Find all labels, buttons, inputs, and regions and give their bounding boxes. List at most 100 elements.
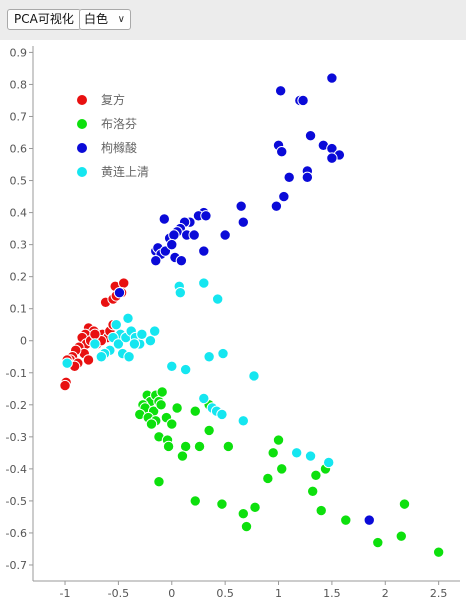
data-point-series-3 (122, 312, 134, 325)
legend-marker-2 (77, 143, 87, 153)
data-point-series-2 (200, 210, 212, 222)
data-point-series-2 (158, 213, 171, 225)
y-tick-label: -0.6 (6, 527, 27, 540)
data-point-series-2 (283, 171, 295, 184)
data-point-series-2 (326, 152, 338, 164)
data-point-series-1 (203, 424, 215, 437)
data-point-series-3 (237, 415, 249, 427)
data-point-series-1 (189, 495, 201, 507)
legend-label-1: 布洛芬 (101, 116, 137, 131)
data-point-series-2 (301, 171, 314, 184)
data-point-series-1 (395, 530, 407, 542)
data-point-series-1 (145, 418, 158, 430)
data-point-series-1 (156, 386, 168, 398)
data-point-series-1 (166, 418, 178, 430)
y-tick-label: -0.7 (6, 559, 27, 572)
data-point-series-3 (166, 360, 178, 373)
data-point-series-1 (193, 440, 206, 453)
data-point-series-3 (136, 328, 148, 341)
data-point-series-2 (198, 245, 210, 257)
data-point-series-1 (171, 402, 183, 414)
data-point-series-1 (237, 508, 249, 520)
y-tick-label: 0.9 (10, 46, 28, 59)
y-tick-label: 0.2 (10, 271, 28, 284)
y-tick-label: 0 (20, 335, 27, 348)
data-point-series-3 (110, 319, 122, 331)
data-point-series-1 (272, 434, 285, 446)
data-point-series-3 (95, 351, 108, 363)
data-point-series-1 (216, 498, 228, 510)
data-point-series-1 (276, 463, 288, 475)
y-tick-label: 0.6 (10, 143, 28, 156)
data-point-series-3 (89, 338, 101, 350)
legend-marker-3 (77, 167, 87, 177)
data-point-series-2 (113, 286, 126, 299)
legend-label-3: 黄连上清 (101, 164, 149, 179)
data-point-series-3 (203, 351, 215, 363)
chart-panel: 0.9 0.8 0.7 0.6 0.5 0.4 0.3 0.2 0.1 0 -0.1 -0.2 -0.3… (0, 40, 466, 615)
y-tick-label: 0.3 (10, 239, 28, 252)
data-point-series-3 (128, 338, 141, 350)
data-point-series-3 (216, 408, 228, 421)
data-point-series-2 (150, 254, 162, 267)
chevron-down-icon: ∨ (117, 14, 125, 25)
pca-visualize-button[interactable]: PCA可视化 (7, 9, 81, 30)
theme-select[interactable]: 白色 ∨ (79, 9, 131, 30)
legend-label-2: 枸橼酸 (101, 140, 137, 155)
data-point-series-1 (398, 498, 411, 510)
data-point-series-1 (222, 440, 235, 453)
data-point-series-2 (166, 238, 178, 251)
data-point-series-1 (310, 469, 322, 481)
data-point-series-3 (174, 286, 187, 299)
y-tick-label: -0.5 (6, 495, 27, 508)
y-tick-label: 0.4 (10, 207, 28, 220)
data-point-series-3 (179, 363, 192, 376)
data-point-series-3 (123, 351, 135, 363)
x-tick-label: 0.5 (216, 587, 234, 600)
y-tick-label: 0.8 (10, 78, 28, 91)
x-tick-label: 2 (382, 587, 389, 600)
theme-select-value: 白色 (84, 12, 109, 26)
data-point-series-0 (89, 328, 101, 341)
data-point-series-1 (179, 440, 192, 453)
y-tick-label: 0.1 (10, 303, 28, 316)
data-point-series-3 (198, 392, 210, 405)
data-point-series-0 (59, 379, 71, 392)
data-point-series-2 (278, 190, 290, 203)
data-point-series-2 (168, 229, 180, 241)
data-point-series-3 (290, 447, 303, 459)
data-point-series-3 (144, 335, 157, 347)
data-point-series-2 (175, 254, 188, 267)
data-point-series-2 (326, 72, 338, 84)
data-point-series-1 (153, 475, 165, 488)
y-tick-label: -0.3 (6, 431, 27, 444)
data-point-series-1 (262, 472, 274, 485)
data-point-series-1 (340, 514, 352, 526)
data-point-series-2 (219, 229, 231, 241)
y-tick-label: -0.2 (6, 399, 27, 412)
data-point-series-1 (162, 440, 175, 453)
data-point-series-2 (276, 146, 288, 158)
data-point-series-3 (217, 347, 229, 360)
data-point-series-1 (155, 399, 167, 411)
data-point-series-3 (148, 325, 161, 337)
data-point-series-1 (267, 447, 279, 459)
data-point-series-3 (248, 370, 260, 382)
data-point-series-3 (304, 450, 317, 462)
data-point-series-2 (235, 200, 247, 212)
legend-marker-0 (77, 95, 87, 105)
data-point-series-2 (270, 200, 283, 212)
y-tick-label: -0.4 (6, 463, 27, 476)
data-point-series-1 (315, 504, 327, 517)
data-point-series-2 (274, 85, 287, 97)
x-tick-label: -1 (60, 587, 71, 600)
data-point-series-1 (189, 405, 201, 417)
data-point-series-3 (211, 293, 224, 305)
y-tick-label: 0.5 (10, 175, 28, 188)
data-point-series-2 (363, 514, 375, 526)
legend-label-0: 复方 (101, 92, 125, 107)
data-point-series-1 (249, 501, 261, 514)
data-point-series-2 (188, 229, 200, 241)
data-point-series-1 (306, 485, 319, 497)
data-point-series-3 (61, 357, 73, 369)
